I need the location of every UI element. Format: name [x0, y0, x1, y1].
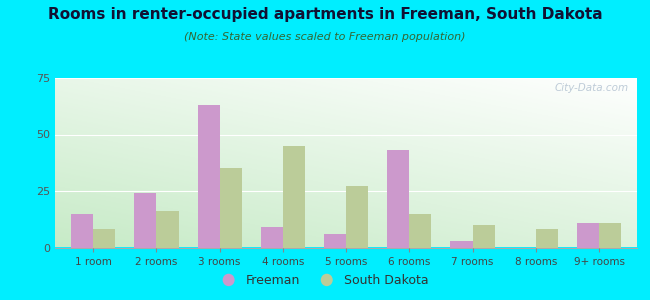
Legend: Freeman, South Dakota: Freeman, South Dakota: [216, 269, 434, 292]
Bar: [71, 214, 93, 248]
Bar: [410, 214, 432, 248]
Bar: [324, 234, 346, 247]
Bar: [261, 227, 283, 247]
Bar: [135, 193, 157, 248]
Text: City-Data.com: City-Data.com: [554, 83, 629, 93]
Bar: [536, 230, 558, 247]
Bar: [346, 187, 369, 247]
Bar: [283, 146, 305, 247]
Bar: [450, 241, 473, 248]
Bar: [473, 225, 495, 248]
Text: (Note: State values scaled to Freeman population): (Note: State values scaled to Freeman po…: [184, 32, 466, 41]
Bar: [157, 211, 179, 248]
Bar: [220, 168, 242, 248]
Bar: [93, 230, 115, 247]
Text: Rooms in renter-occupied apartments in Freeman, South Dakota: Rooms in renter-occupied apartments in F…: [47, 8, 603, 22]
Bar: [599, 223, 621, 247]
Bar: [198, 105, 220, 248]
Bar: [577, 223, 599, 247]
Bar: [387, 150, 410, 248]
